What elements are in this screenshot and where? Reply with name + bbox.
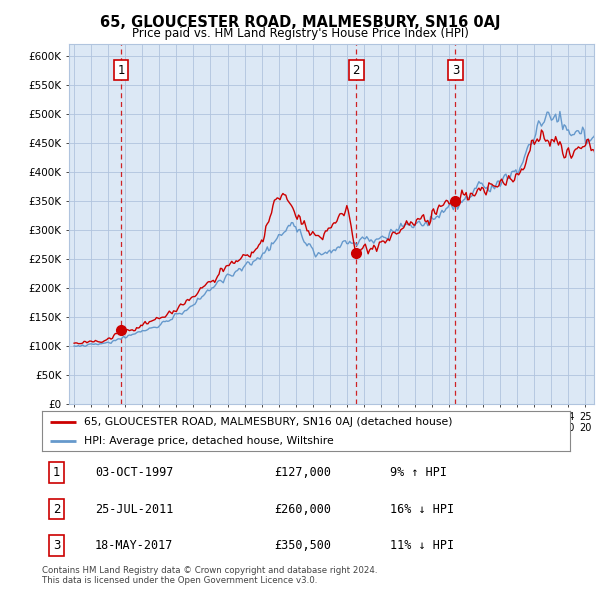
Text: Price paid vs. HM Land Registry's House Price Index (HPI): Price paid vs. HM Land Registry's House … — [131, 27, 469, 40]
Text: 3: 3 — [452, 64, 459, 77]
Text: 18-MAY-2017: 18-MAY-2017 — [95, 539, 173, 552]
Text: 16% ↓ HPI: 16% ↓ HPI — [391, 503, 455, 516]
Text: £350,500: £350,500 — [274, 539, 331, 552]
Text: £127,000: £127,000 — [274, 466, 331, 479]
Text: 65, GLOUCESTER ROAD, MALMESBURY, SN16 0AJ: 65, GLOUCESTER ROAD, MALMESBURY, SN16 0A… — [100, 15, 500, 30]
Text: 2: 2 — [53, 503, 61, 516]
Text: 3: 3 — [53, 539, 61, 552]
Text: HPI: Average price, detached house, Wiltshire: HPI: Average price, detached house, Wilt… — [84, 435, 334, 445]
Text: £260,000: £260,000 — [274, 503, 331, 516]
Text: 11% ↓ HPI: 11% ↓ HPI — [391, 539, 455, 552]
Text: 2: 2 — [352, 64, 360, 77]
Text: Contains HM Land Registry data © Crown copyright and database right 2024.
This d: Contains HM Land Registry data © Crown c… — [42, 566, 377, 585]
Text: 1: 1 — [53, 466, 61, 479]
Text: 9% ↑ HPI: 9% ↑ HPI — [391, 466, 448, 479]
Text: 25-JUL-2011: 25-JUL-2011 — [95, 503, 173, 516]
Text: 65, GLOUCESTER ROAD, MALMESBURY, SN16 0AJ (detached house): 65, GLOUCESTER ROAD, MALMESBURY, SN16 0A… — [84, 417, 453, 427]
Text: 1: 1 — [117, 64, 125, 77]
Text: 03-OCT-1997: 03-OCT-1997 — [95, 466, 173, 479]
